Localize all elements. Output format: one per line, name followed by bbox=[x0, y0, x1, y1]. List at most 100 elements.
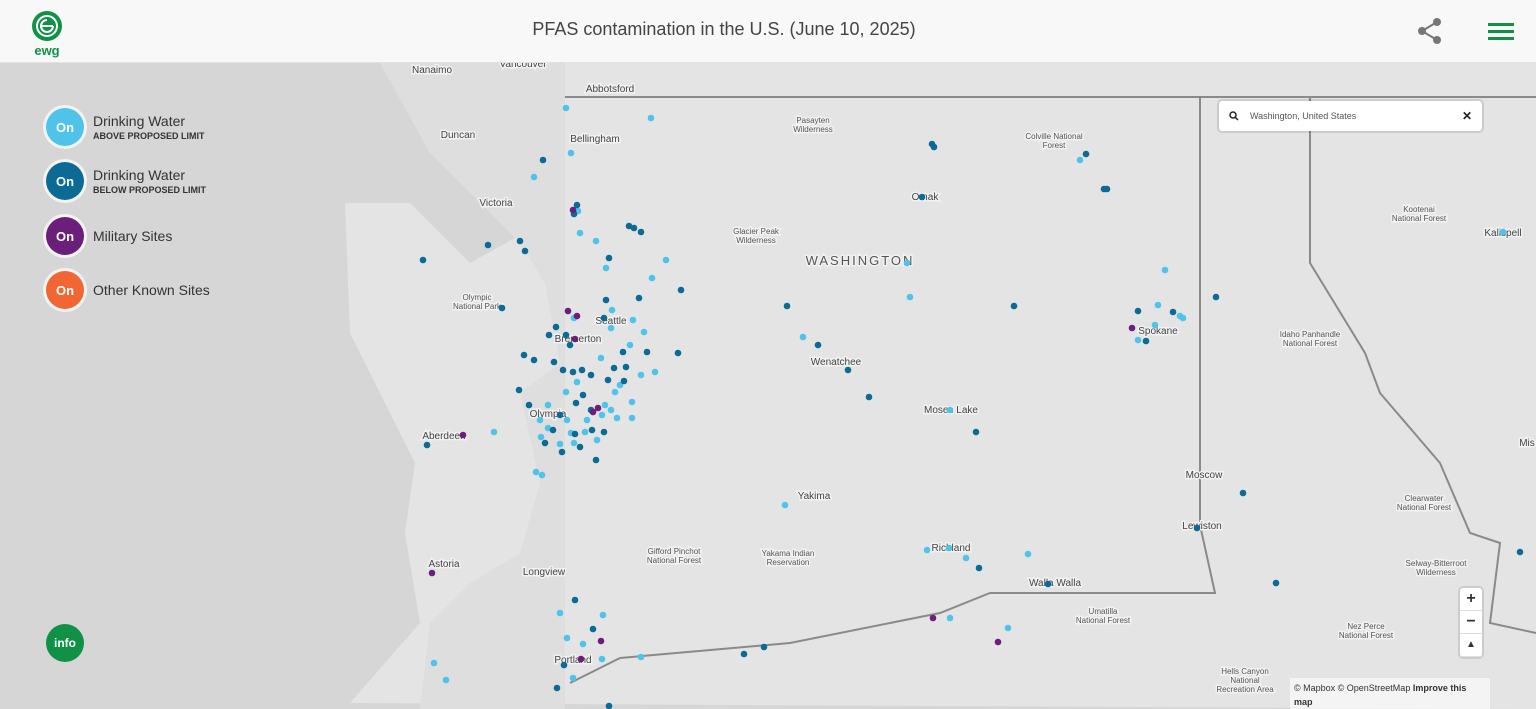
site-marker[interactable] bbox=[459, 431, 467, 439]
site-marker[interactable] bbox=[1516, 548, 1524, 556]
site-marker[interactable] bbox=[1134, 307, 1142, 315]
site-marker[interactable] bbox=[918, 193, 926, 201]
site-marker[interactable] bbox=[662, 256, 670, 264]
site-marker[interactable] bbox=[1044, 580, 1052, 588]
site-marker[interactable] bbox=[626, 341, 634, 349]
site-marker[interactable] bbox=[597, 637, 605, 645]
site-marker[interactable] bbox=[1134, 336, 1142, 344]
site-marker[interactable] bbox=[1154, 301, 1162, 309]
site-marker[interactable] bbox=[946, 614, 954, 622]
site-marker[interactable] bbox=[579, 640, 587, 648]
improve-link[interactable]: Improve this map bbox=[1294, 683, 1467, 707]
site-marker[interactable] bbox=[597, 354, 605, 362]
site-marker[interactable] bbox=[560, 661, 568, 669]
site-marker[interactable] bbox=[423, 441, 431, 449]
site-marker[interactable] bbox=[430, 659, 438, 667]
legend-toggle[interactable]: On bbox=[46, 162, 84, 200]
menu-icon[interactable] bbox=[1488, 21, 1514, 41]
site-marker[interactable] bbox=[760, 643, 768, 651]
site-marker[interactable] bbox=[563, 634, 571, 642]
site-marker[interactable] bbox=[571, 335, 579, 343]
site-marker[interactable] bbox=[1169, 308, 1177, 316]
site-marker[interactable] bbox=[419, 256, 427, 264]
site-marker[interactable] bbox=[562, 331, 570, 339]
site-marker[interactable] bbox=[442, 676, 450, 684]
site-marker[interactable] bbox=[515, 386, 523, 394]
site-marker[interactable] bbox=[1212, 293, 1220, 301]
site-marker[interactable] bbox=[637, 653, 645, 661]
site-marker[interactable] bbox=[607, 406, 615, 414]
site-marker[interactable] bbox=[929, 614, 937, 622]
site-marker[interactable] bbox=[544, 424, 552, 432]
site-marker[interactable] bbox=[616, 381, 624, 389]
site-marker[interactable] bbox=[428, 569, 436, 577]
site-marker[interactable] bbox=[537, 433, 545, 441]
site-marker[interactable] bbox=[599, 611, 607, 619]
site-marker[interactable] bbox=[628, 398, 636, 406]
site-marker[interactable] bbox=[498, 304, 506, 312]
site-marker[interactable] bbox=[550, 358, 558, 366]
site-marker[interactable] bbox=[589, 408, 597, 416]
site-marker[interactable] bbox=[520, 351, 528, 359]
site-marker[interactable] bbox=[602, 264, 610, 272]
site-marker[interactable] bbox=[538, 471, 546, 479]
site-marker[interactable] bbox=[571, 430, 579, 438]
site-marker[interactable] bbox=[946, 406, 954, 414]
site-marker[interactable] bbox=[814, 341, 822, 349]
site-marker[interactable] bbox=[1179, 314, 1187, 322]
site-marker[interactable] bbox=[567, 149, 575, 157]
site-marker[interactable] bbox=[593, 436, 601, 444]
site-marker[interactable] bbox=[1103, 185, 1111, 193]
site-marker[interactable] bbox=[530, 356, 538, 364]
site-marker[interactable] bbox=[578, 366, 586, 374]
site-marker[interactable] bbox=[600, 314, 608, 322]
site-marker[interactable] bbox=[559, 366, 567, 374]
site-marker[interactable] bbox=[1010, 302, 1018, 310]
site-marker[interactable] bbox=[1499, 228, 1507, 236]
map[interactable]: Nanaimo Vancouver Abbotsford Duncan Bellingh… bbox=[0, 63, 1536, 709]
site-marker[interactable] bbox=[783, 302, 791, 310]
site-marker[interactable] bbox=[799, 333, 807, 341]
compass[interactable]: ▲ bbox=[1460, 634, 1482, 657]
site-marker[interactable] bbox=[539, 156, 547, 164]
site-marker[interactable] bbox=[928, 140, 936, 148]
site-marker[interactable] bbox=[602, 296, 610, 304]
site-marker[interactable] bbox=[598, 655, 606, 663]
site-marker[interactable] bbox=[1193, 524, 1201, 532]
site-marker[interactable] bbox=[553, 684, 561, 692]
site-marker[interactable] bbox=[573, 312, 581, 320]
site-marker[interactable] bbox=[637, 228, 645, 236]
site-marker[interactable] bbox=[558, 448, 566, 456]
site-marker[interactable] bbox=[564, 307, 572, 315]
site-marker[interactable] bbox=[1239, 489, 1247, 497]
site-marker[interactable] bbox=[608, 306, 616, 314]
site-marker[interactable] bbox=[640, 328, 648, 336]
site-marker[interactable] bbox=[594, 404, 602, 412]
site-marker[interactable] bbox=[903, 259, 911, 267]
site-marker[interactable] bbox=[651, 368, 659, 376]
site-marker[interactable] bbox=[536, 416, 544, 424]
site-marker[interactable] bbox=[1024, 550, 1032, 558]
site-marker[interactable] bbox=[630, 224, 638, 232]
site-marker[interactable] bbox=[610, 364, 618, 372]
site-marker[interactable] bbox=[975, 564, 983, 572]
site-marker[interactable] bbox=[592, 237, 600, 245]
site-marker[interactable] bbox=[619, 348, 627, 356]
site-marker[interactable] bbox=[643, 348, 651, 356]
site-marker[interactable] bbox=[647, 114, 655, 122]
site-marker[interactable] bbox=[906, 293, 914, 301]
site-marker[interactable] bbox=[622, 363, 630, 371]
site-marker[interactable] bbox=[604, 376, 612, 384]
site-marker[interactable] bbox=[588, 426, 596, 434]
site-marker[interactable] bbox=[569, 368, 577, 376]
site-marker[interactable] bbox=[556, 440, 564, 448]
site-marker[interactable] bbox=[611, 388, 619, 396]
site-marker[interactable] bbox=[1142, 337, 1150, 345]
zoom-out[interactable]: − bbox=[1460, 611, 1482, 634]
site-marker[interactable] bbox=[1161, 266, 1169, 274]
site-marker[interactable] bbox=[674, 349, 682, 357]
site-marker[interactable] bbox=[570, 439, 578, 447]
search-box[interactable]: Washington, United States ✕ bbox=[1219, 101, 1482, 131]
site-marker[interactable] bbox=[532, 468, 540, 476]
site-marker[interactable] bbox=[563, 416, 571, 424]
